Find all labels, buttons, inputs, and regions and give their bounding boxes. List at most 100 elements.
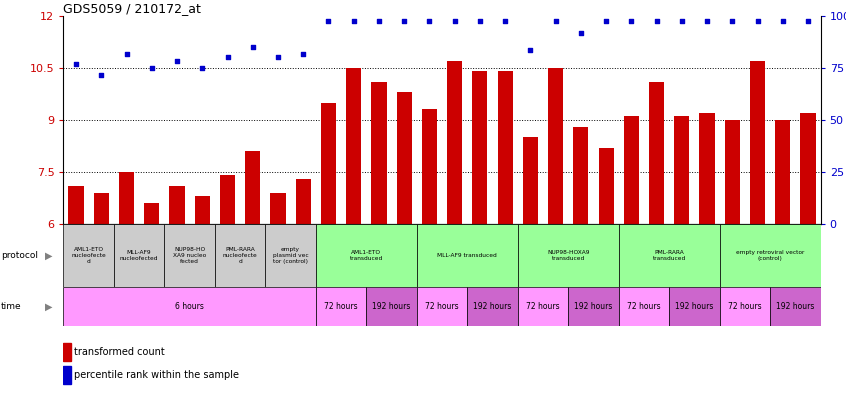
- Text: 192 hours: 192 hours: [776, 302, 815, 311]
- Bar: [63, 366, 71, 384]
- Bar: [69, 186, 84, 224]
- Point: [801, 18, 815, 24]
- Bar: [750, 61, 765, 224]
- Text: ▶: ▶: [46, 250, 52, 261]
- Bar: [467, 287, 518, 326]
- Bar: [271, 193, 286, 224]
- Text: MLL-AF9
nucleofected: MLL-AF9 nucleofected: [120, 250, 158, 261]
- Point: [95, 72, 108, 78]
- Text: PML-RARA
transduced: PML-RARA transduced: [652, 250, 686, 261]
- Text: empty retroviral vector
(control): empty retroviral vector (control): [736, 250, 805, 261]
- Text: PML-RARA
nucleofecte
d: PML-RARA nucleofecte d: [222, 247, 257, 264]
- Text: 6 hours: 6 hours: [175, 302, 204, 311]
- Bar: [63, 343, 71, 361]
- Point: [498, 18, 512, 24]
- Text: protocol: protocol: [1, 251, 38, 260]
- Bar: [618, 224, 720, 287]
- Bar: [346, 68, 361, 224]
- Point: [700, 18, 714, 24]
- Bar: [119, 172, 135, 224]
- Bar: [366, 287, 417, 326]
- Point: [524, 47, 537, 53]
- Point: [750, 18, 764, 24]
- Bar: [775, 120, 790, 224]
- Point: [246, 44, 260, 50]
- Bar: [169, 186, 184, 224]
- Point: [675, 18, 689, 24]
- Point: [145, 65, 158, 71]
- Text: 72 hours: 72 hours: [627, 302, 661, 311]
- Bar: [523, 137, 538, 224]
- Bar: [371, 82, 387, 224]
- Bar: [195, 196, 210, 224]
- Text: 72 hours: 72 hours: [324, 302, 358, 311]
- Point: [120, 51, 134, 57]
- Point: [726, 18, 739, 24]
- Bar: [518, 287, 569, 326]
- Bar: [725, 120, 740, 224]
- Bar: [472, 71, 487, 224]
- Text: AML1-ETO
transduced: AML1-ETO transduced: [349, 250, 383, 261]
- Bar: [770, 287, 821, 326]
- Bar: [417, 224, 518, 287]
- Bar: [321, 103, 336, 224]
- Bar: [598, 148, 613, 224]
- Text: 192 hours: 192 hours: [574, 302, 613, 311]
- Bar: [316, 287, 366, 326]
- Point: [347, 18, 360, 24]
- Text: AML1-ETO
nucleofecte
d: AML1-ETO nucleofecte d: [71, 247, 106, 264]
- Point: [372, 18, 386, 24]
- Bar: [720, 224, 821, 287]
- Bar: [220, 175, 235, 224]
- Point: [776, 18, 789, 24]
- Text: ▶: ▶: [46, 301, 52, 312]
- Point: [321, 18, 335, 24]
- Text: 72 hours: 72 hours: [526, 302, 560, 311]
- Point: [448, 18, 461, 24]
- Bar: [497, 71, 513, 224]
- Text: 72 hours: 72 hours: [728, 302, 761, 311]
- Text: 72 hours: 72 hours: [426, 302, 459, 311]
- Bar: [422, 110, 437, 224]
- Bar: [624, 116, 639, 224]
- Bar: [800, 113, 816, 224]
- Point: [398, 18, 411, 24]
- Bar: [266, 224, 316, 287]
- Point: [170, 58, 184, 64]
- Text: MLL-AF9 transduced: MLL-AF9 transduced: [437, 253, 497, 258]
- Bar: [569, 287, 618, 326]
- Bar: [548, 68, 563, 224]
- Point: [650, 18, 663, 24]
- Text: GDS5059 / 210172_at: GDS5059 / 210172_at: [63, 2, 201, 15]
- Point: [599, 18, 613, 24]
- Text: transformed count: transformed count: [74, 347, 165, 357]
- Point: [549, 18, 563, 24]
- Bar: [215, 224, 266, 287]
- Text: 192 hours: 192 hours: [372, 302, 411, 311]
- Text: empty
plasmid vec
tor (control): empty plasmid vec tor (control): [272, 247, 309, 264]
- Bar: [316, 224, 417, 287]
- Point: [473, 18, 486, 24]
- Bar: [63, 224, 114, 287]
- Text: NUP98-HOXA9
transduced: NUP98-HOXA9 transduced: [547, 250, 590, 261]
- Bar: [417, 287, 467, 326]
- Text: NUP98-HO
XA9 nucleo
fected: NUP98-HO XA9 nucleo fected: [173, 247, 206, 264]
- Bar: [94, 193, 109, 224]
- Bar: [397, 92, 412, 224]
- Text: percentile rank within the sample: percentile rank within the sample: [74, 370, 239, 380]
- Bar: [649, 82, 664, 224]
- Text: time: time: [1, 302, 21, 311]
- Point: [272, 54, 285, 61]
- Bar: [674, 116, 689, 224]
- Bar: [618, 287, 669, 326]
- Bar: [164, 224, 215, 287]
- Point: [624, 18, 638, 24]
- Point: [574, 30, 588, 36]
- Bar: [574, 127, 589, 224]
- Bar: [447, 61, 462, 224]
- Bar: [518, 224, 618, 287]
- Point: [423, 18, 437, 24]
- Point: [221, 54, 234, 61]
- Bar: [63, 287, 316, 326]
- Point: [69, 61, 83, 68]
